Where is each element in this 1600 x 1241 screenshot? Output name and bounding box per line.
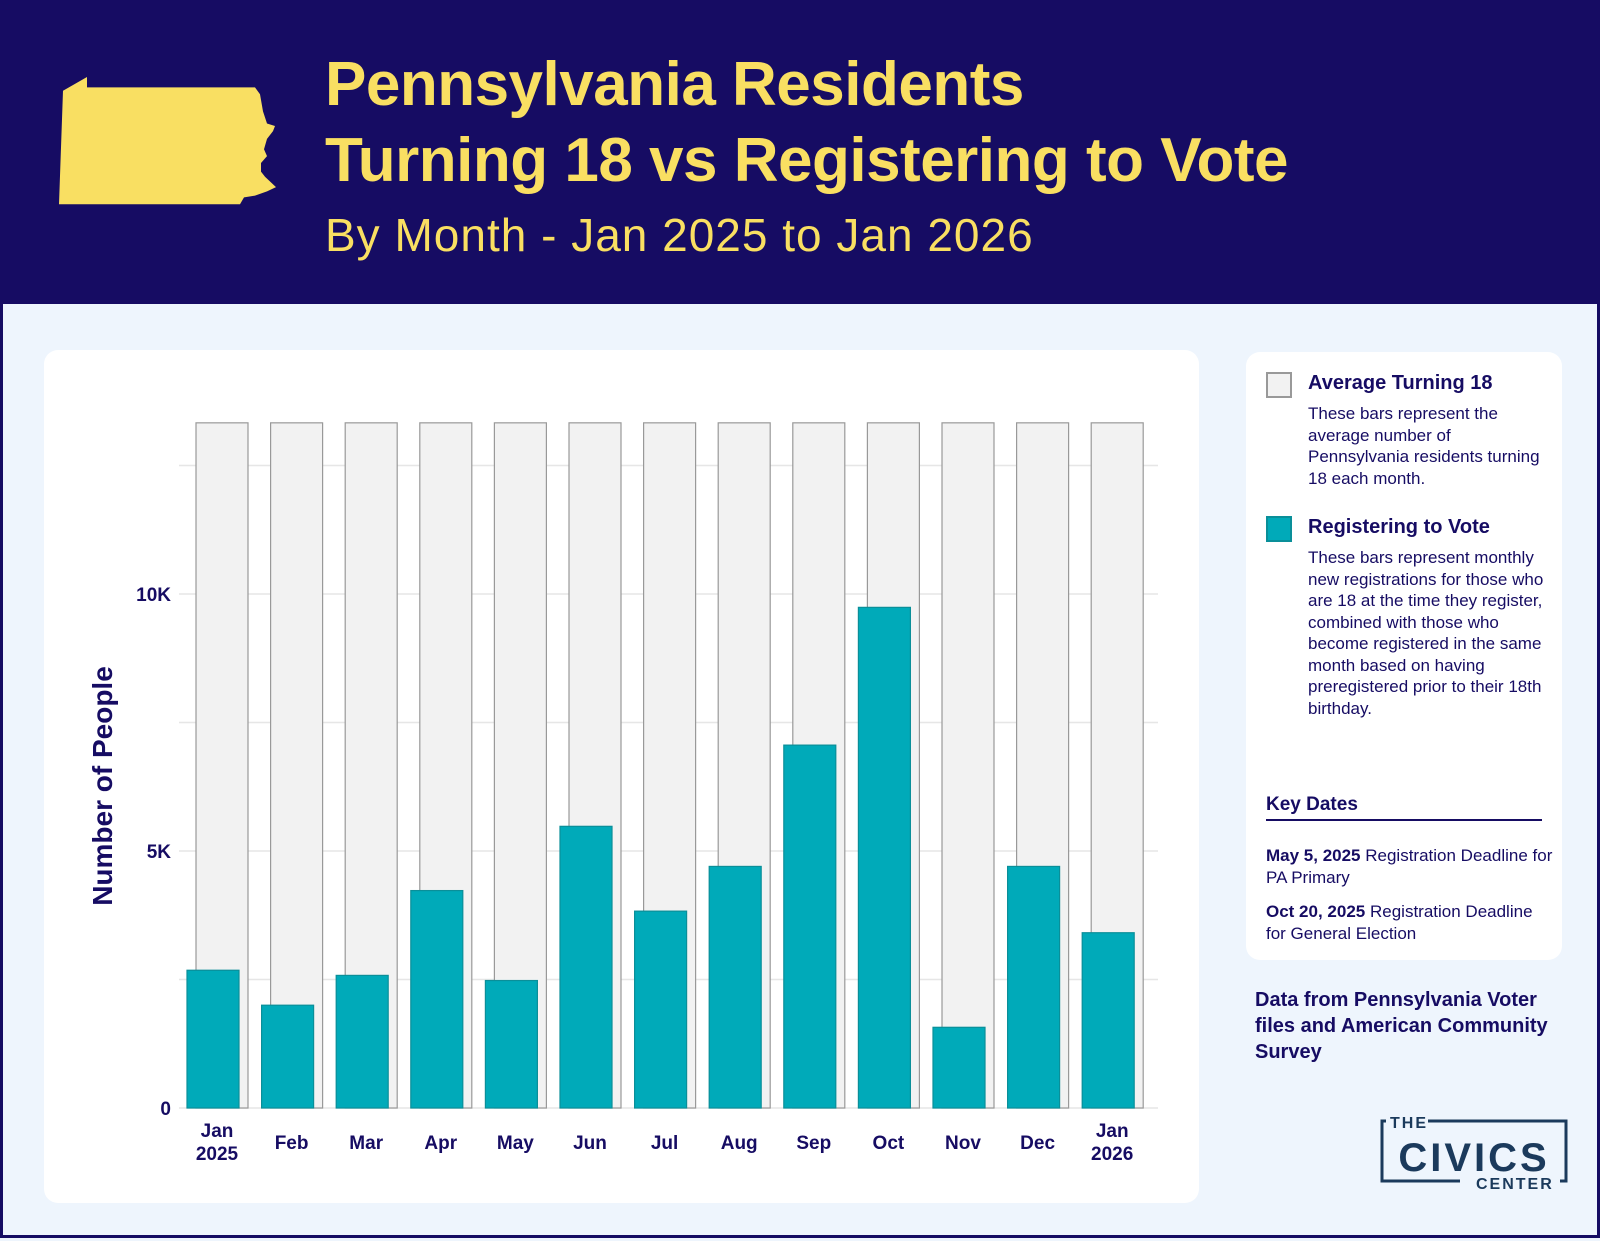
title-line-1: Pennsylvania Residents — [325, 50, 1024, 119]
title-line-2: Turning 18 vs Registering to Vote — [325, 126, 1289, 195]
key-date-1: May 5, 2025 Registration Deadline for PA… — [1266, 845, 1556, 888]
svg-text:CIVICS: CIVICS — [1398, 1136, 1549, 1180]
header: Pennsylvania Residents Turning 18 vs Reg… — [3, 3, 1600, 304]
legend-label-turning-18: Average Turning 18 — [1308, 372, 1493, 394]
legend-desc-turning-18: These bars represent the average number … — [1308, 404, 1540, 488]
key-date-2: Oct 20, 2025 Registration Deadline for G… — [1266, 901, 1556, 944]
legend-card: Average Turning 18 These bars represent … — [1246, 352, 1562, 960]
civics-center-logo: THE CIVICS CENTER — [1380, 1115, 1568, 1193]
svg-text:THE: THE — [1390, 1115, 1428, 1132]
legend-desc-registering: These bars represent monthly new registr… — [1308, 548, 1544, 718]
key-dates-title: Key Dates — [1266, 794, 1542, 821]
svg-text:CENTER: CENTER — [1476, 1176, 1554, 1193]
chart-card — [44, 350, 1199, 1203]
legend-label-registering: Registering to Vote — [1308, 516, 1490, 538]
key-date-1-text: Registration Deadline for PA Primary — [1266, 846, 1553, 887]
legend-swatch-teal — [1266, 516, 1292, 542]
y-axis-label: Number of People — [87, 666, 118, 906]
key-date-2-date: Oct 20, 2025 — [1266, 902, 1366, 921]
source-note: Data from Pennsylvania Voter files and A… — [1255, 989, 1548, 1063]
key-date-1-date: May 5, 2025 — [1266, 846, 1361, 865]
pennsylvania-map-icon — [59, 77, 276, 205]
key-date-2-text: Registration Deadline for General Electi… — [1266, 902, 1533, 943]
subtitle: By Month - Jan 2025 to Jan 2026 — [325, 209, 1034, 261]
legend-swatch-gray — [1266, 372, 1292, 398]
